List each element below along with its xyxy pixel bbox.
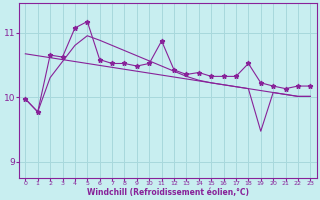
X-axis label: Windchill (Refroidissement éolien,°C): Windchill (Refroidissement éolien,°C) [87,188,249,197]
